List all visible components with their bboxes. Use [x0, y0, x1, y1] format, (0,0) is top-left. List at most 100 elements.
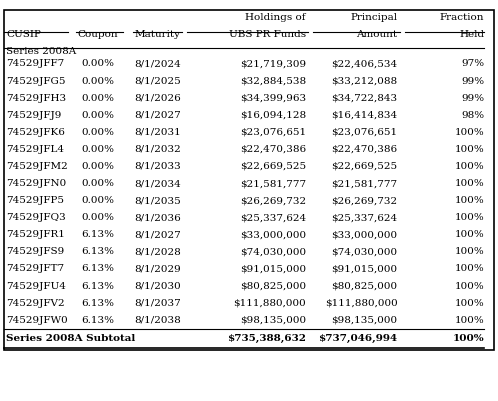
Text: 8/1/2033: 8/1/2033 [134, 162, 181, 170]
Text: 99%: 99% [461, 76, 484, 85]
Text: 8/1/2027: 8/1/2027 [134, 230, 181, 239]
Text: 100%: 100% [455, 315, 484, 324]
Text: 8/1/2024: 8/1/2024 [134, 59, 181, 68]
Text: 74529JFJ9: 74529JFJ9 [6, 110, 62, 119]
Text: $16,414,834: $16,414,834 [332, 110, 397, 119]
Text: 100%: 100% [455, 178, 484, 188]
Text: 74529JFQ3: 74529JFQ3 [6, 213, 66, 222]
Text: 8/1/2036: 8/1/2036 [134, 213, 181, 222]
Text: 74529JFU4: 74529JFU4 [6, 281, 66, 290]
Text: 100%: 100% [455, 144, 484, 154]
Text: $74,030,000: $74,030,000 [240, 247, 306, 256]
Text: 0.00%: 0.00% [82, 162, 115, 170]
Text: $21,581,777: $21,581,777 [240, 178, 306, 188]
Text: 0.00%: 0.00% [82, 110, 115, 119]
Text: $22,669,525: $22,669,525 [240, 162, 306, 170]
Text: 74529JFR1: 74529JFR1 [6, 230, 65, 239]
Text: 74529JFT7: 74529JFT7 [6, 264, 64, 273]
Text: 8/1/2026: 8/1/2026 [134, 93, 181, 102]
Text: $34,399,963: $34,399,963 [240, 93, 306, 102]
Text: $74,030,000: $74,030,000 [332, 247, 397, 256]
Text: 100%: 100% [455, 298, 484, 307]
Text: $21,581,777: $21,581,777 [332, 178, 397, 188]
Text: 0.00%: 0.00% [82, 76, 115, 85]
Text: 74529JFP5: 74529JFP5 [6, 196, 64, 205]
Text: Held: Held [459, 30, 484, 38]
Text: 100%: 100% [455, 162, 484, 170]
Text: 100%: 100% [453, 333, 484, 342]
Text: $737,046,994: $737,046,994 [318, 333, 397, 342]
Text: UBS PR Funds: UBS PR Funds [229, 30, 306, 38]
Text: CUSIP: CUSIP [6, 30, 41, 38]
Text: Holdings of: Holdings of [246, 13, 306, 22]
Text: 100%: 100% [455, 230, 484, 239]
Text: $34,722,843: $34,722,843 [332, 93, 397, 102]
Text: 0.00%: 0.00% [82, 213, 115, 222]
Text: $16,094,128: $16,094,128 [240, 110, 306, 119]
Text: Fraction: Fraction [440, 13, 484, 22]
Text: 74529JFM2: 74529JFM2 [6, 162, 68, 170]
Text: 8/1/2030: 8/1/2030 [134, 281, 181, 290]
Text: Principal: Principal [351, 13, 397, 22]
Text: 0.00%: 0.00% [82, 128, 115, 136]
Text: Amount: Amount [357, 30, 397, 38]
Text: $98,135,000: $98,135,000 [240, 315, 306, 324]
Text: 8/1/2029: 8/1/2029 [134, 264, 181, 273]
Text: 100%: 100% [455, 128, 484, 136]
Text: 0.00%: 0.00% [82, 196, 115, 205]
Text: $23,076,651: $23,076,651 [240, 128, 306, 136]
Text: $22,406,534: $22,406,534 [332, 59, 397, 68]
Text: 6.13%: 6.13% [82, 247, 115, 256]
Text: 8/1/2032: 8/1/2032 [134, 144, 181, 154]
Text: 100%: 100% [455, 247, 484, 256]
Text: 8/1/2027: 8/1/2027 [134, 110, 181, 119]
Text: $26,269,732: $26,269,732 [240, 196, 306, 205]
Text: $21,719,309: $21,719,309 [240, 59, 306, 68]
Text: 8/1/2028: 8/1/2028 [134, 247, 181, 256]
Text: Series 2008A: Series 2008A [6, 47, 77, 56]
Text: 74529JFS9: 74529JFS9 [6, 247, 65, 256]
Text: Coupon: Coupon [78, 30, 118, 38]
Text: 8/1/2035: 8/1/2035 [134, 196, 181, 205]
Text: $91,015,000: $91,015,000 [332, 264, 397, 273]
Text: $25,337,624: $25,337,624 [332, 213, 397, 222]
Text: 74529JFF7: 74529JFF7 [6, 59, 65, 68]
Text: 100%: 100% [455, 264, 484, 273]
Text: Series 2008A Subtotal: Series 2008A Subtotal [6, 333, 135, 342]
Text: 100%: 100% [455, 281, 484, 290]
Text: 74529JFH3: 74529JFH3 [6, 93, 66, 102]
Text: $80,825,000: $80,825,000 [332, 281, 397, 290]
Text: 74529JFN0: 74529JFN0 [6, 178, 67, 188]
Text: $22,470,386: $22,470,386 [240, 144, 306, 154]
Text: 0.00%: 0.00% [82, 178, 115, 188]
Text: $91,015,000: $91,015,000 [240, 264, 306, 273]
Text: $111,880,000: $111,880,000 [325, 298, 397, 307]
Text: 98%: 98% [461, 110, 484, 119]
Text: 74529JFW0: 74529JFW0 [6, 315, 68, 324]
Text: $33,000,000: $33,000,000 [240, 230, 306, 239]
Text: 97%: 97% [461, 59, 484, 68]
Text: $98,135,000: $98,135,000 [332, 315, 397, 324]
Text: 74529JFL4: 74529JFL4 [6, 144, 64, 154]
Text: 8/1/2031: 8/1/2031 [134, 128, 181, 136]
Text: 100%: 100% [455, 196, 484, 205]
Text: 8/1/2038: 8/1/2038 [134, 315, 181, 324]
Text: 74529JFV2: 74529JFV2 [6, 298, 65, 307]
Text: $80,825,000: $80,825,000 [240, 281, 306, 290]
Text: $25,337,624: $25,337,624 [240, 213, 306, 222]
Text: 6.13%: 6.13% [82, 230, 115, 239]
Text: $23,076,651: $23,076,651 [332, 128, 397, 136]
Text: 6.13%: 6.13% [82, 264, 115, 273]
Text: 6.13%: 6.13% [82, 281, 115, 290]
Text: 6.13%: 6.13% [82, 298, 115, 307]
Text: $33,212,088: $33,212,088 [332, 76, 397, 85]
Text: 8/1/2034: 8/1/2034 [134, 178, 181, 188]
Text: 8/1/2025: 8/1/2025 [134, 76, 181, 85]
Text: 0.00%: 0.00% [82, 144, 115, 154]
Text: $22,470,386: $22,470,386 [332, 144, 397, 154]
Text: 74529JFG5: 74529JFG5 [6, 76, 66, 85]
Text: 8/1/2037: 8/1/2037 [134, 298, 181, 307]
Text: $33,000,000: $33,000,000 [332, 230, 397, 239]
Text: $22,669,525: $22,669,525 [332, 162, 397, 170]
Text: $111,880,000: $111,880,000 [233, 298, 306, 307]
